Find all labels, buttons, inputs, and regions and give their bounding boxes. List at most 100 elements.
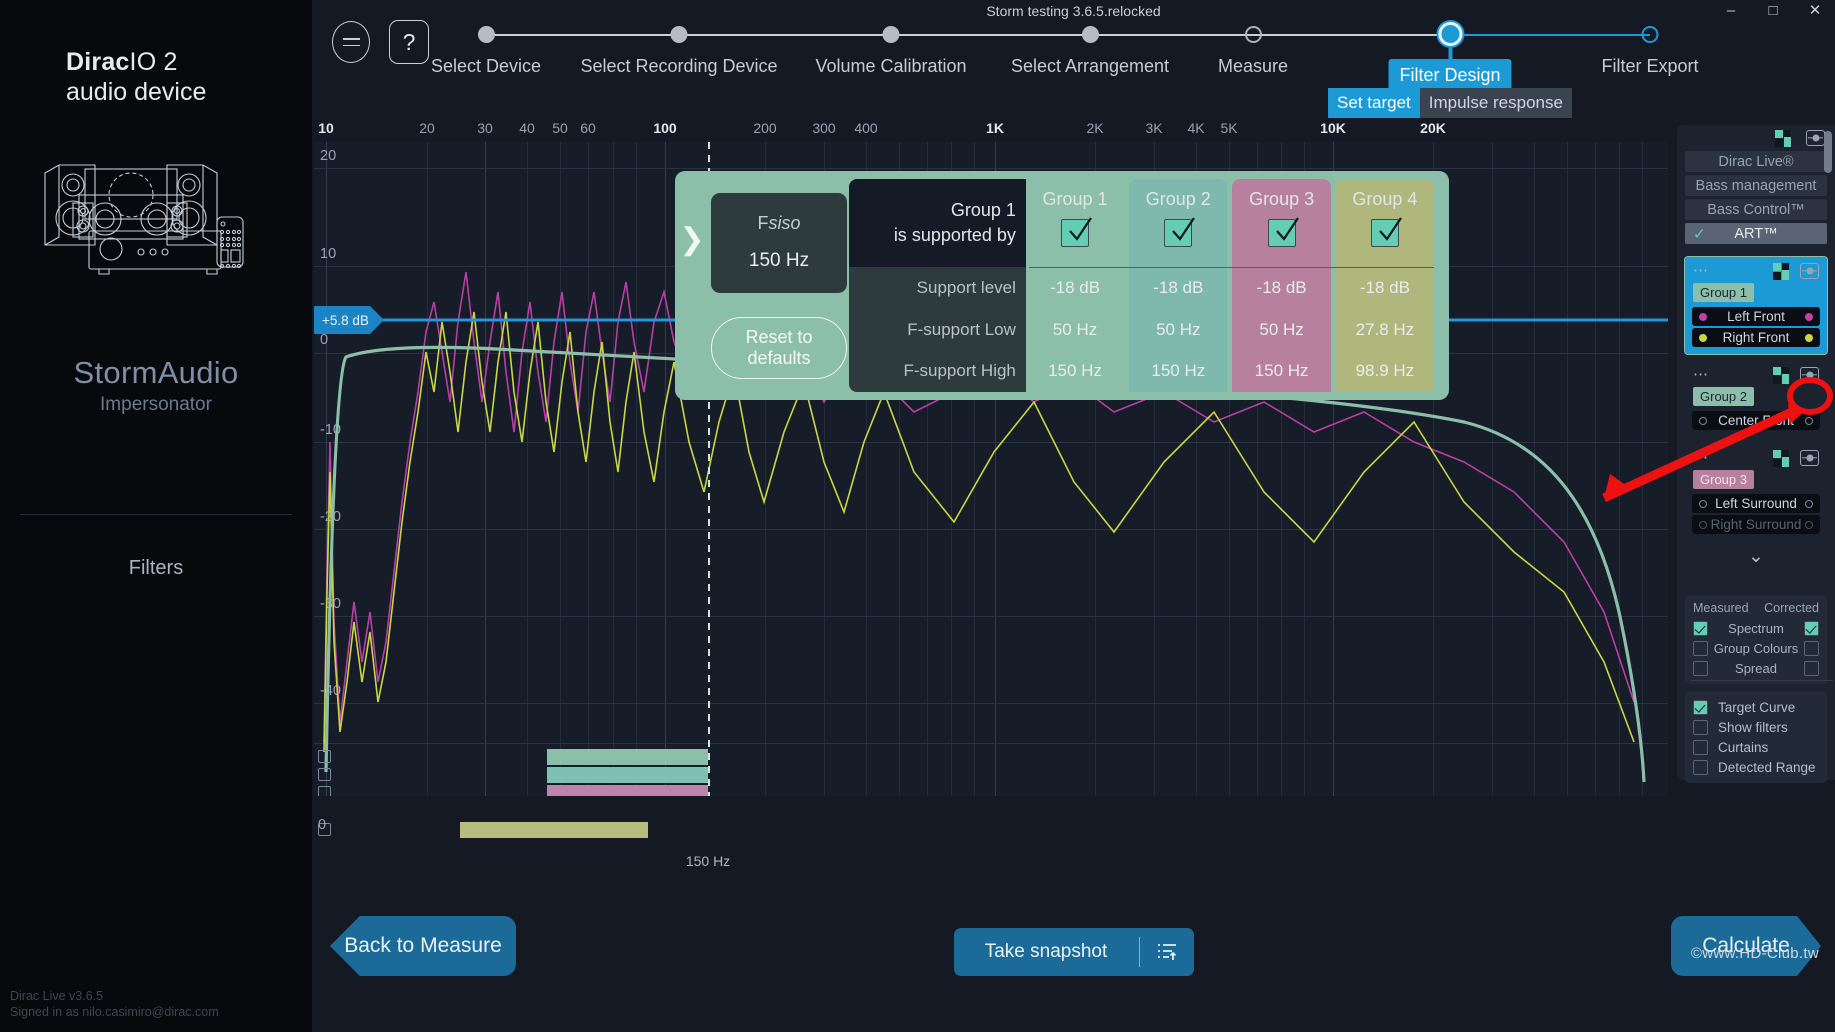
column-measured-label: Measured bbox=[1693, 601, 1749, 615]
option-row-spectrum: Spectrum bbox=[1693, 618, 1819, 638]
more-dots-icon[interactable]: ⋯ bbox=[1693, 449, 1709, 466]
row-label-support-level: Support level bbox=[849, 267, 1026, 309]
speaker-right-front[interactable]: Right Front bbox=[1692, 328, 1820, 347]
range-checkbox-group1[interactable] bbox=[318, 750, 331, 763]
panel-scrollbar[interactable] bbox=[1824, 131, 1832, 551]
checkbox-detected-range[interactable] bbox=[1693, 759, 1708, 775]
scrollbar-thumb[interactable] bbox=[1824, 131, 1832, 173]
maximize-icon[interactable]: □ bbox=[1768, 2, 1778, 19]
step-select-recording-device[interactable]: Select Recording Device bbox=[580, 0, 778, 77]
calculate-button[interactable]: Calculate bbox=[1671, 916, 1821, 976]
checkbox-corrected-spread[interactable] bbox=[1804, 660, 1819, 676]
toggle-show-filters[interactable]: Show filters bbox=[1693, 717, 1819, 737]
visibility-icon[interactable] bbox=[1806, 130, 1825, 146]
step-select-arrangement[interactable]: Select Arrangement bbox=[1011, 0, 1169, 77]
range-checkbox-group3[interactable] bbox=[318, 786, 331, 796]
checkbox-show-filters[interactable] bbox=[1693, 719, 1708, 735]
y-tick: 20 bbox=[320, 148, 337, 164]
step-filter-export[interactable]: Filter Export bbox=[1601, 0, 1699, 77]
list-icon[interactable] bbox=[1140, 942, 1194, 962]
toggle-curtains[interactable]: Curtains bbox=[1693, 737, 1819, 757]
visibility-icon[interactable] bbox=[1800, 263, 1819, 279]
step-filter-design[interactable]: Filter Design bbox=[1388, 0, 1512, 101]
support-column-group1: Group 1 -18 dB 50 Hz 150 Hz bbox=[1025, 179, 1125, 392]
curve-target-green bbox=[324, 345, 1646, 783]
mode-bass-management[interactable]: Bass management bbox=[1685, 175, 1827, 196]
sidebar-item-filters[interactable]: Filters bbox=[128, 557, 184, 579]
support-checkbox[interactable] bbox=[1164, 217, 1196, 247]
back-to-measure-button[interactable]: Back to Measure bbox=[330, 916, 516, 976]
x-tick: 40 bbox=[519, 120, 535, 136]
speaker-name: Center Front bbox=[1718, 413, 1794, 428]
step-select-device[interactable]: Select Device bbox=[431, 0, 541, 77]
left-sidebar: DiracIO 2 audio device bbox=[0, 0, 312, 1032]
speaker-center-front[interactable]: Center Front bbox=[1692, 411, 1820, 430]
range-bar-group3[interactable] bbox=[547, 785, 708, 796]
support-checkbox[interactable] bbox=[1370, 217, 1402, 247]
layers-icon[interactable] bbox=[1773, 366, 1790, 384]
visibility-icon[interactable] bbox=[1800, 450, 1819, 466]
dialog-left-column: Fsiso 150 Hz Reset to defaults bbox=[709, 192, 849, 379]
layers-icon[interactable] bbox=[1775, 129, 1792, 147]
frequency-cursor[interactable] bbox=[708, 142, 710, 796]
speaker-left-front[interactable]: Left Front bbox=[1692, 307, 1820, 326]
reset-to-defaults-button[interactable]: Reset to defaults bbox=[711, 316, 847, 379]
range-bar-group2[interactable] bbox=[547, 767, 708, 783]
x-tick: 2K bbox=[1086, 120, 1104, 136]
support-checkbox[interactable] bbox=[1061, 217, 1092, 247]
more-dots-icon[interactable]: ⋯ bbox=[1693, 262, 1709, 279]
mode-dirac-live[interactable]: Dirac Live® bbox=[1685, 151, 1827, 172]
step-volume-calibration[interactable]: Volume Calibration bbox=[815, 0, 967, 77]
minimize-icon[interactable]: – bbox=[1726, 2, 1736, 19]
checkbox-measured-spread[interactable] bbox=[1693, 660, 1708, 676]
support-checkbox[interactable] bbox=[1267, 217, 1299, 247]
toggle-detected-range[interactable]: Detected Range bbox=[1693, 757, 1819, 777]
hamburger-icon[interactable] bbox=[332, 21, 370, 63]
cell-support-level: -18 dB bbox=[1153, 277, 1204, 297]
help-icon[interactable]: ? bbox=[389, 20, 429, 64]
x-tick: 100 bbox=[653, 120, 677, 136]
chevron-down-icon[interactable]: ⌄ bbox=[1748, 546, 1764, 567]
group-header: ⋯ bbox=[1685, 447, 1827, 469]
speaker-left-surround[interactable]: Left Surround bbox=[1692, 494, 1820, 513]
group-header: ⋯ bbox=[1685, 260, 1827, 282]
options-divider bbox=[1691, 680, 1833, 681]
x-tick: 5K bbox=[1220, 120, 1238, 136]
checkbox-target-curve[interactable] bbox=[1693, 699, 1708, 715]
take-snapshot-button[interactable]: Take snapshot bbox=[953, 928, 1194, 976]
group-card-2[interactable]: ⋯ Group 2 Center Front bbox=[1685, 361, 1827, 437]
range-bar-group1[interactable] bbox=[547, 749, 708, 765]
mode-art[interactable]: ✓ ART™ bbox=[1685, 223, 1827, 244]
x-tick: 400 bbox=[854, 120, 878, 136]
visibility-icon[interactable] bbox=[1800, 367, 1819, 383]
group-card-3[interactable]: ⋯ Group 3 Left Surround Right Surround bbox=[1685, 444, 1827, 541]
range-checkbox-group4[interactable] bbox=[318, 823, 331, 836]
checkbox-measured-group-colours[interactable] bbox=[1693, 640, 1708, 656]
checkbox-corrected-spectrum[interactable] bbox=[1804, 620, 1819, 636]
speaker-right-surround[interactable]: Right Surround bbox=[1692, 515, 1820, 534]
layers-icon[interactable] bbox=[1773, 449, 1790, 467]
chevron-right-icon[interactable]: ❯ bbox=[679, 222, 705, 256]
checkbox-corrected-group-colours[interactable] bbox=[1804, 640, 1819, 656]
gain-handle[interactable]: +5.8 dB bbox=[314, 306, 384, 334]
checkbox-measured-spectrum[interactable] bbox=[1693, 620, 1708, 636]
tab-impulse-response[interactable]: Impulse response bbox=[1419, 88, 1572, 118]
tab-set-target[interactable]: Set target bbox=[1328, 88, 1420, 118]
device-brand: Dirac bbox=[66, 48, 130, 76]
option-row-spread: Spread bbox=[1693, 658, 1819, 678]
x-tick: 50 bbox=[552, 120, 568, 136]
checkbox-curtains[interactable] bbox=[1693, 739, 1708, 755]
toggle-target-curve[interactable]: Target Curve bbox=[1693, 697, 1819, 717]
close-icon[interactable]: ✕ bbox=[1808, 2, 1822, 19]
fsiso-box[interactable]: Fsiso 150 Hz bbox=[711, 192, 847, 293]
mode-bass-control[interactable]: Bass Control™ bbox=[1685, 199, 1827, 220]
more-dots-icon[interactable]: ⋯ bbox=[1693, 366, 1709, 383]
group-card-1[interactable]: ⋯ Group 1 Left Front Right Front bbox=[1684, 256, 1828, 355]
mode-label: ART™ bbox=[1734, 225, 1778, 242]
step-measure[interactable]: Measure bbox=[1218, 0, 1288, 77]
toggle-label: Curtains bbox=[1718, 739, 1769, 755]
layers-icon[interactable] bbox=[1773, 262, 1790, 280]
range-checkbox-group2[interactable] bbox=[318, 768, 331, 781]
x-tick: 10K bbox=[1320, 120, 1346, 136]
range-bar-group4[interactable] bbox=[460, 822, 648, 838]
